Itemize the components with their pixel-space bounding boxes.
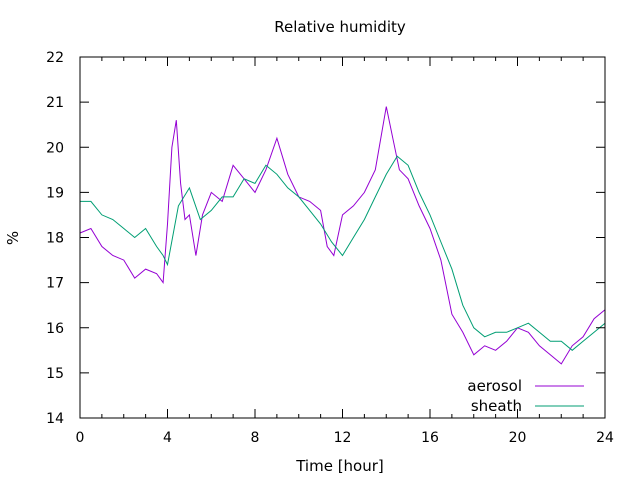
x-tick-label: 0 — [76, 430, 85, 446]
plot-area: 0 4 8 12 16 20 24 14 15 16 17 18 19 20 21 22 — [46, 50, 614, 446]
y-tick-label: 17 — [46, 276, 64, 292]
x-tick-label: 4 — [163, 430, 172, 446]
chart-title: Relative humidity — [274, 18, 406, 36]
x-tick-label: 12 — [334, 430, 352, 446]
y-tick-label: 15 — [46, 366, 64, 382]
y-tick-label: 22 — [46, 50, 64, 66]
y-tick-label: 18 — [46, 231, 64, 247]
y-tick-label: 21 — [46, 95, 64, 111]
legend-label-aerosol: aerosol — [467, 377, 522, 395]
x-tick-label: 20 — [509, 430, 527, 446]
x-axis-label: Time [hour] — [295, 457, 384, 475]
y-tick-label: 19 — [46, 185, 64, 201]
series-line-sheath — [80, 155, 606, 351]
y-tick-label: 14 — [46, 411, 64, 427]
legend-label-sheath: sheath — [471, 397, 522, 415]
legend: aerosol sheath — [467, 377, 584, 415]
x-tick-label: 8 — [251, 430, 260, 446]
x-tick-label: 24 — [596, 430, 614, 446]
x-tick-label: 16 — [421, 430, 439, 446]
y-axis-label: % — [4, 231, 22, 245]
y-tick-label: 20 — [46, 140, 64, 156]
y-tick-label: 16 — [46, 321, 64, 337]
